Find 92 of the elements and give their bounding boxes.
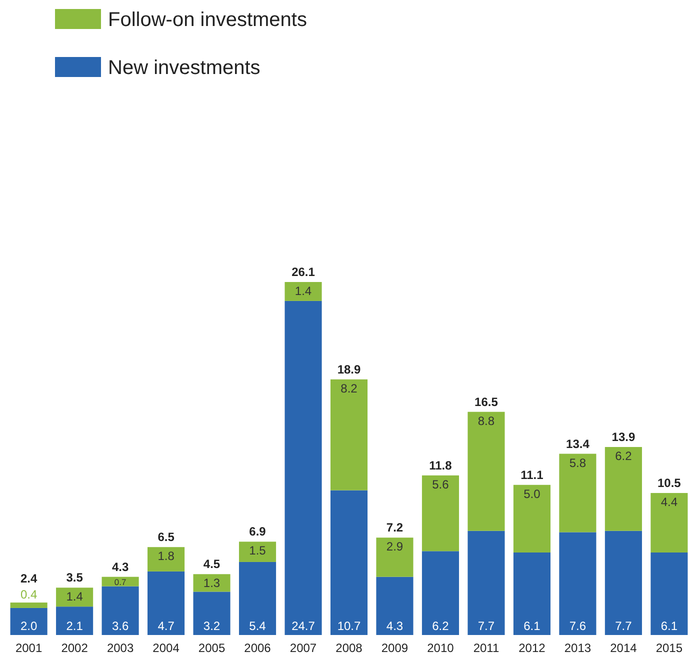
x-tick-label: 2005 [198,641,226,655]
bar [604,530,642,635]
bar [422,551,460,635]
x-tick-label: 2014 [610,641,638,655]
x-tick-label: 2003 [106,641,134,655]
bar [56,606,94,635]
data-label: 1.5 [249,544,266,558]
bar [513,552,550,635]
bar [468,412,505,531]
bar [193,592,230,635]
bar [468,530,505,635]
total-label: 6.9 [249,524,266,539]
total-label: 2.4 [20,572,38,586]
data-label: 7.7 [615,619,632,633]
bar [10,608,48,635]
data-label: 6.1 [524,619,541,633]
total-label: 3.5 [66,570,84,585]
data-label: 3.6 [112,619,129,633]
data-label: 2.9 [386,540,404,554]
total-label: 26.1 [292,265,316,279]
data-label: 6.2 [432,619,450,633]
total-label: 11.8 [429,458,452,472]
legend-label: Follow-on investments [108,9,307,31]
legend-label: New investments [108,57,260,79]
data-label: 1.3 [203,576,220,590]
x-tick-label: 2009 [381,641,408,655]
bar [376,576,414,635]
data-label: 4.7 [158,619,175,633]
total-label: 4.5 [203,557,220,572]
bar [422,475,460,552]
bar [650,492,688,552]
data-label: 4.4 [660,494,678,509]
data-label: 24.7 [292,619,316,633]
bar [238,542,276,562]
bar [284,282,322,301]
x-tick-label: 2001 [15,641,42,655]
x-tick-label: 2012 [518,641,546,655]
total-label: 18.9 [337,362,361,376]
data-label: 6.2 [615,449,632,464]
bar [56,588,94,607]
data-label: 0.4 [20,588,38,602]
data-label: 8.8 [478,414,495,428]
x-tick-label: 2013 [564,641,592,655]
total-label: 7.2 [386,520,404,535]
data-label: 5.6 [432,477,450,492]
data-label: 5.4 [249,619,266,633]
data-label: 8.2 [340,381,358,396]
bar [513,484,550,552]
data-label: 1.4 [294,284,312,298]
data-label: 6.1 [660,619,678,633]
x-tick-label: 2006 [244,641,272,655]
x-tick-label: 2008 [336,641,363,655]
bar [650,552,688,635]
data-label: 4.3 [386,619,404,633]
bar [604,447,642,531]
bar [102,586,139,635]
x-tick-label: 2004 [152,641,180,655]
x-tick-label: 2010 [427,641,454,655]
bar [102,576,139,586]
total-label: 6.5 [158,530,175,544]
data-label: 7.7 [478,619,495,633]
bar [284,300,322,635]
bar [330,490,368,635]
bar [10,602,48,608]
total-label: 16.5 [474,394,498,409]
data-label: 5.0 [524,486,541,501]
data-label: 5.8 [569,456,586,470]
total-label: 4.3 [112,560,129,574]
total-label: 10.5 [658,476,682,490]
bar [376,538,414,577]
x-tick-label: 2011 [473,641,500,655]
bar [148,547,185,572]
bar [559,532,596,635]
bar [148,571,185,635]
data-label: 1.4 [66,590,84,604]
x-tick-label: 2015 [656,641,683,655]
data-label: 10.7 [337,619,361,633]
total-label: 11.1 [520,468,544,482]
data-label: 1.8 [158,549,175,564]
data-label: 2.0 [20,619,38,633]
data-label: 0.7 [114,576,126,587]
total-label: 13.4 [566,436,590,451]
data-label: 2.1 [66,619,84,633]
bar [559,454,596,532]
total-label: 13.9 [612,430,636,444]
data-label: 7.6 [569,619,586,633]
bar [330,379,368,490]
data-label: 3.2 [203,619,220,633]
bar [193,574,230,592]
bar [238,562,276,635]
x-tick-label: 2007 [290,641,317,655]
x-tick-label: 2002 [61,641,88,655]
